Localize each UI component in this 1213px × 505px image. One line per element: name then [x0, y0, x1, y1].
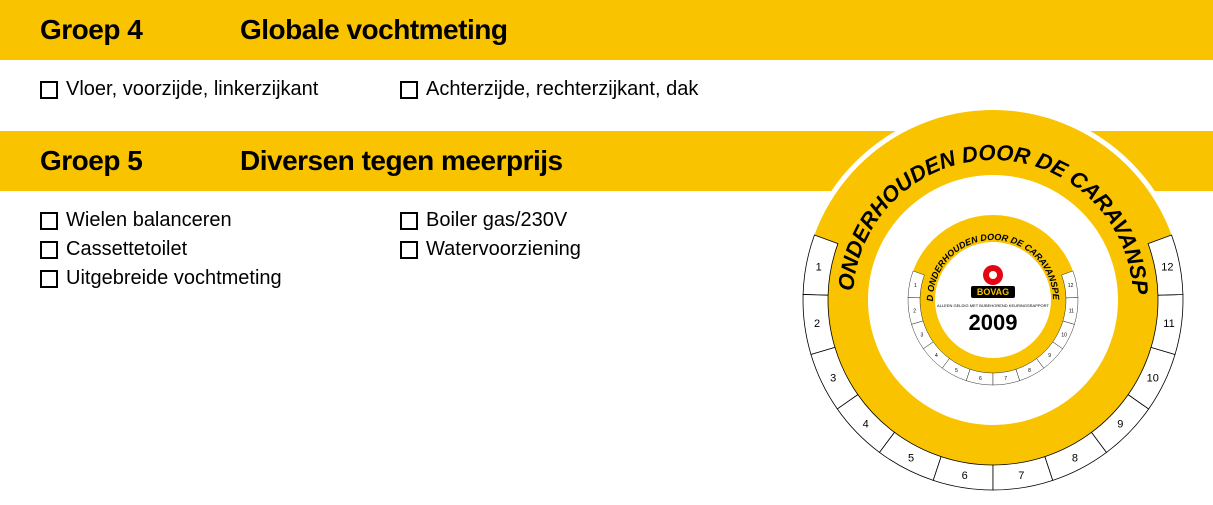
- checkbox-label: Achterzijde, rechterzijkant, dak: [426, 78, 698, 101]
- checkbox-item[interactable]: Watervoorziening: [400, 238, 760, 261]
- svg-text:5: 5: [955, 368, 958, 374]
- checkbox-label: Vloer, voorzijde, linkerzijkant: [66, 78, 318, 101]
- svg-text:7: 7: [1018, 470, 1024, 482]
- sticker-year: 2009: [969, 310, 1018, 335]
- svg-text:10: 10: [1147, 372, 1159, 384]
- checkbox-icon: [400, 241, 418, 259]
- group4-col1: Vloer, voorzijde, linkerzijkant: [40, 78, 400, 101]
- svg-text:10: 10: [1061, 332, 1067, 338]
- svg-text:5: 5: [908, 452, 914, 464]
- bovag-sticker: IK WORD ONDERHOUDEN DOOR DE CARAVANSPECI…: [793, 100, 1193, 500]
- checkbox-label: Wielen balanceren: [66, 209, 232, 232]
- svg-text:9: 9: [1048, 353, 1051, 359]
- group4-col2: Achterzijde, rechterzijkant, dak: [400, 78, 760, 101]
- svg-text:1: 1: [816, 262, 822, 274]
- group-title: Diversen tegen meerprijs: [240, 145, 563, 177]
- checkbox-item[interactable]: Wielen balanceren: [40, 209, 400, 232]
- group-header: Groep 4 Globale vochtmeting: [0, 0, 1213, 60]
- checkbox-label: Cassettetoilet: [66, 238, 187, 261]
- svg-text:9: 9: [1117, 419, 1123, 431]
- group-label: Groep 5: [40, 145, 240, 177]
- svg-text:2: 2: [913, 308, 916, 314]
- checkbox-icon: [400, 212, 418, 230]
- checkbox-item[interactable]: Uitgebreide vochtmeting: [40, 267, 400, 290]
- checkbox-item[interactable]: Cassettetoilet: [40, 238, 400, 261]
- checkbox-item[interactable]: Achterzijde, rechterzijkant, dak: [400, 78, 760, 101]
- svg-text:4: 4: [935, 353, 938, 359]
- checkbox-item[interactable]: Vloer, voorzijde, linkerzijkant: [40, 78, 400, 101]
- svg-text:12: 12: [1161, 262, 1173, 274]
- group5-col1: Wielen balanceren Cassettetoilet Uitgebr…: [40, 209, 400, 290]
- group-label: Groep 4: [40, 14, 240, 46]
- svg-text:6: 6: [962, 470, 968, 482]
- checkbox-label: Watervoorziening: [426, 238, 581, 261]
- sticker-subline: ALLEEN GELDIG MET BIJBEHOREND KEURINGSRA…: [937, 303, 1049, 308]
- svg-text:7: 7: [1004, 376, 1007, 382]
- svg-text:11: 11: [1163, 318, 1174, 330]
- svg-text:11: 11: [1069, 308, 1074, 314]
- group5-col2: Boiler gas/230V Watervoorziening: [400, 209, 760, 290]
- checkbox-icon: [40, 212, 58, 230]
- checkbox-icon: [40, 81, 58, 99]
- svg-text:8: 8: [1072, 452, 1078, 464]
- svg-text:BOVAG: BOVAG: [977, 287, 1009, 297]
- group-title: Globale vochtmeting: [240, 14, 507, 46]
- svg-text:4: 4: [863, 419, 869, 431]
- svg-text:3: 3: [830, 372, 836, 384]
- checkbox-icon: [400, 81, 418, 99]
- svg-text:2: 2: [814, 318, 820, 330]
- checkbox-item[interactable]: Boiler gas/230V: [400, 209, 760, 232]
- checkbox-icon: [40, 270, 58, 288]
- svg-text:1: 1: [914, 283, 917, 289]
- checkbox-label: Uitgebreide vochtmeting: [66, 267, 282, 290]
- svg-text:3: 3: [921, 332, 924, 338]
- svg-text:6: 6: [979, 376, 982, 382]
- checkbox-icon: [40, 241, 58, 259]
- checkbox-label: Boiler gas/230V: [426, 209, 567, 232]
- svg-text:12: 12: [1068, 283, 1074, 289]
- svg-text:8: 8: [1028, 368, 1031, 374]
